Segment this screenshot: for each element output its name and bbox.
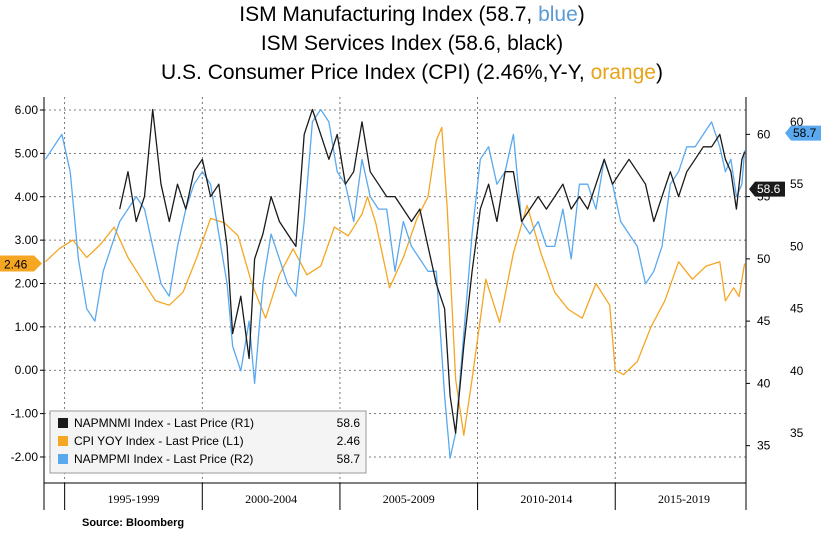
right-tick-label: 60 [757, 127, 771, 141]
series-line-manufacturing [44, 108, 746, 459]
left-tick-label: 6.00 [15, 103, 39, 117]
title-line-2: ISM Services Index (58.6, black) [260, 32, 564, 55]
title-line-3-text: U.S. Consumer Price Index (CPI) (2.46%,Y… [161, 61, 591, 84]
legend-value-cpi: 2.46 [337, 434, 361, 448]
left-tick-label: 1.00 [15, 320, 39, 334]
left-tick-label: 5.00 [15, 146, 39, 160]
title-line-3-end: ) [655, 61, 663, 84]
x-period-label: 1995-1999 [107, 492, 159, 506]
left-axis: 6.00 5.00 4.00 3.00 2.00 1.00 0.00 -1.00 -2.00 [11, 97, 45, 510]
right-tick-label: 50 [757, 252, 771, 266]
legend-swatch-services [58, 418, 68, 428]
left-tick-label: -2.00 [11, 450, 39, 464]
x-period-label: 2015-2019 [658, 492, 710, 506]
legend-value-manufacturing: 58.7 [337, 452, 361, 466]
chart-title: ISM Manufacturing Index (58.7, blue) ISM… [0, 0, 824, 87]
right-tick-label-r2: 50 [790, 239, 804, 253]
legend-value-services: 58.6 [337, 416, 361, 430]
right-tick-label-r2: 60 [790, 115, 804, 129]
title-line-1-text: ISM Manufacturing Index (58.7, [239, 3, 539, 26]
left-tick-label: 3.00 [15, 233, 39, 247]
series-line-services [119, 108, 746, 434]
title-line-3-color-word: orange [590, 61, 656, 84]
x-period-label: 2000-2004 [245, 492, 297, 506]
legend-label-manufacturing: NAPMPMI Index - Last Price (R2) [74, 452, 253, 466]
last-value-tags: 58.6 58.7 2.46 [0, 125, 821, 272]
tag-cpi-value: 2.46 [4, 258, 28, 272]
title-line-1-color-word: blue [538, 3, 578, 26]
tag-services-shape [749, 181, 785, 197]
source-note: Source: Bloomberg [82, 517, 185, 529]
left-tick-label: 0.00 [15, 363, 39, 377]
left-tick-label: -1.00 [11, 407, 39, 421]
tag-services-value: 58.6 [757, 182, 781, 196]
right-tick-label: 40 [757, 376, 771, 390]
left-tick-label: 2.00 [15, 276, 39, 290]
title-line-1: ISM Manufacturing Index (58.7, blue) [0, 0, 824, 29]
legend: NAPMNMI Index - Last Price (R1) 58.6 CPI Y… [49, 410, 367, 474]
tag-manufacturing-shape [785, 125, 821, 141]
right-tick-label-r2: 40 [790, 364, 804, 378]
title-line-3: U.S. Consumer Price Index (CPI) (2.46%,Y… [0, 58, 824, 87]
series-layer [44, 108, 746, 459]
left-tick-label: 4.00 [15, 190, 39, 204]
title-line-1-end: ) [577, 3, 585, 26]
x-period-label: 2005-2009 [383, 492, 435, 506]
tag-manufacturing-value: 58.7 [793, 126, 817, 140]
legend-swatch-manufacturing [58, 454, 68, 464]
right-tick-label-r2: 45 [790, 302, 804, 316]
right-tick-label: 45 [757, 314, 771, 328]
x-axis: 1995-1999 2000-2004 2005-2009 2010-2014 2015… [44, 482, 746, 510]
tag-cpi-shape [0, 255, 42, 272]
series-line-cpi [44, 126, 746, 436]
right-axis: 605550454035605550454035 [745, 97, 804, 510]
right-tick-label: 35 [757, 439, 771, 453]
legend-box [49, 410, 367, 474]
x-period-label: 2010-2014 [520, 492, 572, 506]
right-tick-label-r2: 55 [790, 177, 804, 191]
legend-label-cpi: CPI YOY Index - Last Price (L1) [74, 434, 244, 448]
legend-label-services: NAPMNMI Index - Last Price (R1) [74, 416, 254, 430]
right-tick-label-r2: 35 [790, 426, 804, 440]
legend-swatch-cpi [58, 436, 68, 446]
